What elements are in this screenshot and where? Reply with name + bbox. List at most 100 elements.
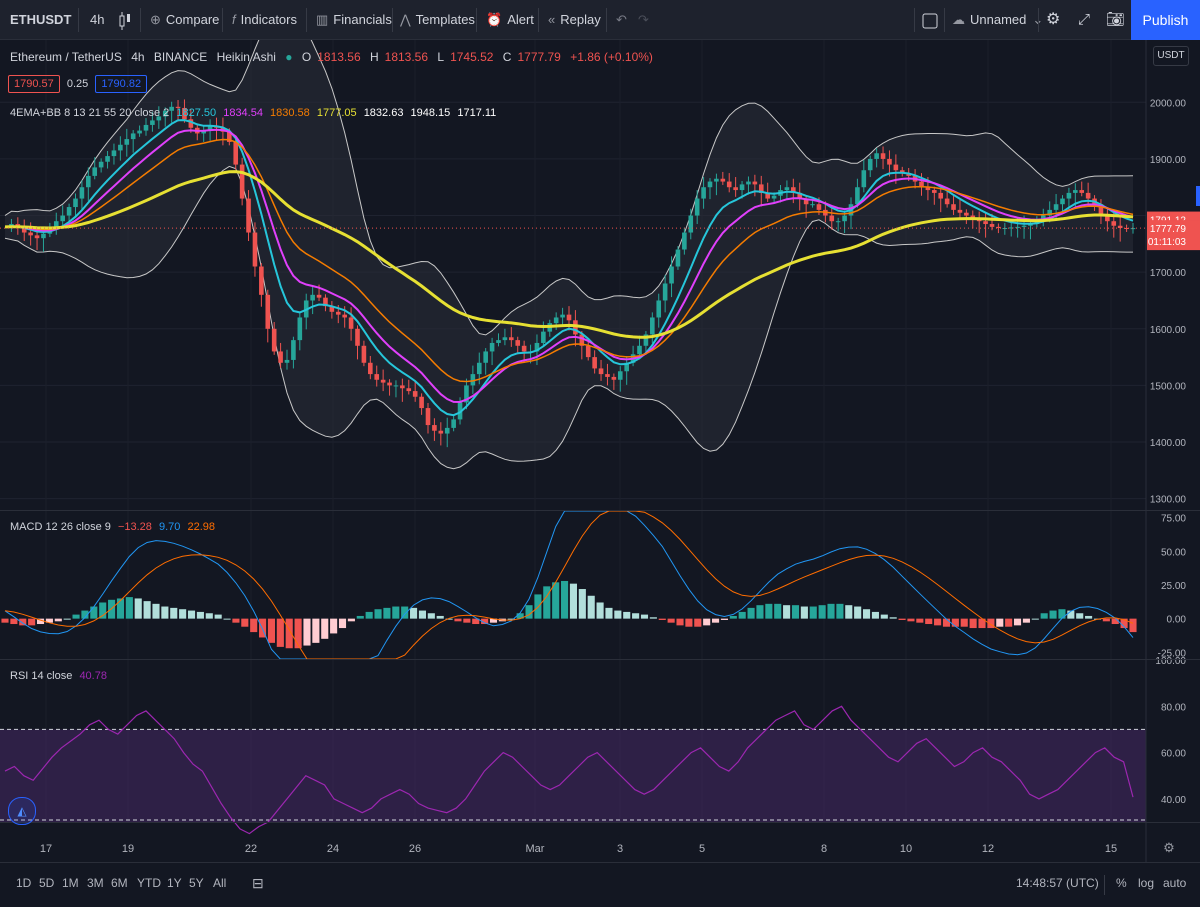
templates-button[interactable]: ⋀ Templates xyxy=(400,0,475,40)
candle-body xyxy=(765,192,770,199)
macd-histogram-bar xyxy=(267,618,276,643)
macd-histogram-bar xyxy=(951,618,959,627)
chart-style-button[interactable] xyxy=(118,0,132,40)
range-button-1m[interactable]: 1M xyxy=(62,876,79,890)
undo-icon[interactable]: ↶ xyxy=(616,12,627,27)
candle-body xyxy=(41,233,46,239)
bid-ask-box: 1790.57 0.25 1790.82 xyxy=(8,75,148,93)
percent-scale-toggle[interactable]: % xyxy=(1116,876,1127,890)
candle-body xyxy=(79,187,85,199)
macd-title: MACD 12 26 close 9 xyxy=(10,521,111,533)
clock-time[interactable]: 14:48:57 (UTC) xyxy=(1016,876,1099,890)
macd-histogram-bar xyxy=(809,606,817,619)
range-button-ytd[interactable]: YTD xyxy=(137,876,161,890)
candle-body xyxy=(143,124,149,131)
fullscreen-icon[interactable]: ⤢ xyxy=(1078,11,1091,28)
range-button-1y[interactable]: 1Y xyxy=(167,876,182,890)
price-axis[interactable]: 1300.001400.001500.001600.001700.001800.… xyxy=(1145,40,1200,862)
range-button-6m[interactable]: 6M xyxy=(111,876,128,890)
candle-body xyxy=(560,314,565,318)
indicators-button[interactable]: f Indicators xyxy=(232,0,297,40)
settings-gear-icon[interactable]: ⚙ xyxy=(1046,11,1061,28)
alert-label: Alert xyxy=(507,12,534,27)
candle-body xyxy=(720,178,726,182)
camera-icon[interactable]: 📷︎ xyxy=(1106,11,1126,28)
macd-histogram-bar xyxy=(472,618,480,625)
candle-body xyxy=(259,266,264,295)
log-scale-toggle[interactable]: log xyxy=(1138,876,1155,890)
candle-body xyxy=(816,204,822,210)
macd-histogram-bar xyxy=(454,618,462,622)
compare-button[interactable]: ⊕ Compare xyxy=(150,0,219,40)
price-tick-label: 1700.00 xyxy=(1150,268,1187,279)
candle-body xyxy=(611,376,617,380)
candle-body xyxy=(534,342,540,352)
macd-histogram-bar xyxy=(463,618,471,623)
financials-button[interactable]: ▥ Financials xyxy=(316,0,392,40)
range-button-5y[interactable]: 5Y xyxy=(189,876,204,890)
range-button-all[interactable]: All xyxy=(213,876,227,890)
candle-body xyxy=(239,164,245,199)
macd-histogram-bar xyxy=(720,618,728,620)
macd-histogram-bar xyxy=(623,611,631,619)
macd-histogram-bar xyxy=(134,598,142,619)
macd-histogram-bar xyxy=(854,606,862,619)
candle-body xyxy=(925,187,931,191)
macd-histogram-bar xyxy=(223,618,231,620)
candle-body xyxy=(175,106,181,108)
time-tick-label: 26 xyxy=(409,843,421,855)
rsi-line xyxy=(4,705,1134,835)
chevron-down-icon: ⌄ xyxy=(1032,12,1043,27)
candle-body xyxy=(335,311,341,315)
side-panel-tab[interactable] xyxy=(1196,186,1200,206)
symbol-search-button[interactable]: ETHUSDT xyxy=(10,12,72,27)
macd-histogram-bar xyxy=(543,586,551,619)
layout-toggle-icon[interactable] xyxy=(922,0,938,40)
sell-price-button[interactable]: 1790.57 xyxy=(8,75,60,93)
ema-bb-legend[interactable]: 4EMA+BB 8 13 21 55 20 close 2 1827.50 18… xyxy=(10,107,500,119)
macd-legend[interactable]: MACD 12 26 close 9 −13.28 9.70 22.98 xyxy=(10,521,219,533)
price-tick-label: 2000.00 xyxy=(1150,98,1187,109)
currency-badge[interactable]: USDT xyxy=(1153,46,1189,66)
interval-button[interactable]: 4h xyxy=(90,12,105,27)
macd-histogram-bar xyxy=(1085,615,1093,619)
macd-line xyxy=(4,510,1134,660)
date-range-calendar-icon[interactable]: ⊟ xyxy=(252,875,264,891)
time-tick-label: 22 xyxy=(245,843,257,855)
toolbar-divider xyxy=(1104,875,1105,895)
toolbar-divider xyxy=(78,8,79,32)
low-label: L xyxy=(437,50,445,64)
replay-button[interactable]: « Replay xyxy=(548,0,601,40)
candle-body xyxy=(73,198,78,208)
candle-body xyxy=(393,385,399,387)
chart-canvas[interactable]: 1300.001400.001500.001600.001700.001800.… xyxy=(0,40,1200,862)
macd-histogram-bar xyxy=(356,615,364,619)
rsi-tick-label: 80.00 xyxy=(1161,702,1186,713)
candle-body xyxy=(361,345,367,363)
time-axis[interactable]: 17 19 22 24 26 Mar 3 5 8 10 12 15 ⚙ xyxy=(40,840,1175,855)
candle-body xyxy=(867,158,873,171)
range-button-3m[interactable]: 3M xyxy=(87,876,104,890)
candle-body xyxy=(348,317,354,329)
range-button-5d[interactable]: 5D xyxy=(39,876,55,890)
macd-histogram-bar xyxy=(649,617,657,619)
macd-histogram-bar xyxy=(960,618,968,627)
tradingview-logo-icon[interactable]: ◭ xyxy=(8,797,36,825)
price-tick-label: 1500.00 xyxy=(1150,381,1187,392)
publish-button[interactable]: Publish xyxy=(1131,0,1200,40)
macd-histogram-bar xyxy=(1005,618,1013,627)
candle-body xyxy=(675,249,681,267)
bar-chart-icon: ▥ xyxy=(316,12,329,27)
ema-lines xyxy=(0,119,1146,417)
range-button-1d[interactable]: 1D xyxy=(16,876,32,890)
macd-histogram-bar xyxy=(800,606,808,619)
candle-body xyxy=(246,198,251,233)
macd-histogram-bar xyxy=(1058,609,1066,619)
rsi-legend[interactable]: RSI 14 close 40.78 xyxy=(10,670,111,682)
auto-scale-toggle[interactable]: auto xyxy=(1163,876,1187,890)
layout-name-button[interactable]: ☁ Unnamed ⌄ xyxy=(952,0,1043,40)
candle-body xyxy=(932,190,937,193)
alert-button[interactable]: ⏰ Alert xyxy=(486,0,534,40)
buy-price-button[interactable]: 1790.82 xyxy=(95,75,148,93)
redo-icon[interactable]: ↷ xyxy=(638,12,649,27)
